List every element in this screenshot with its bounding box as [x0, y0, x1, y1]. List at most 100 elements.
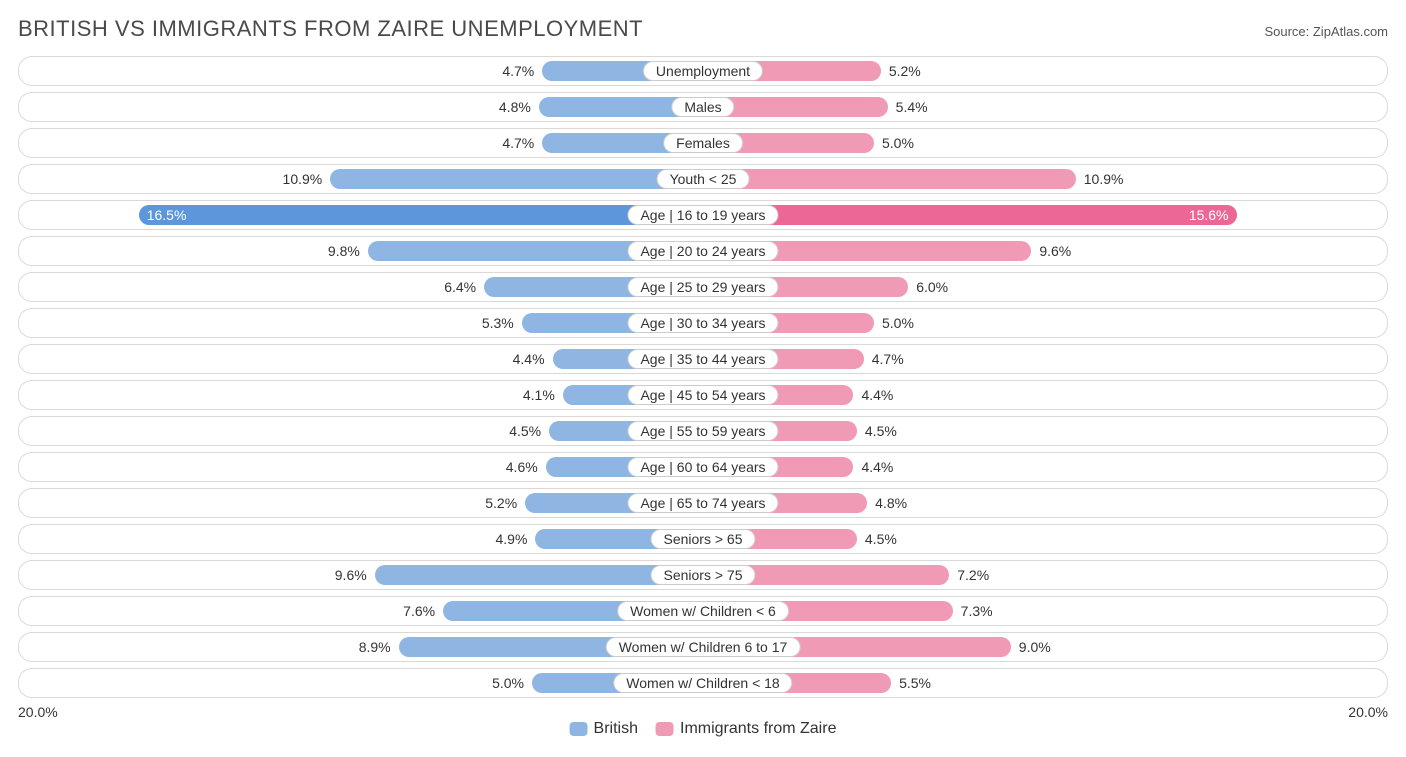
source-label: Source: ZipAtlas.com: [1264, 24, 1388, 39]
category-pill: Seniors > 75: [651, 565, 756, 585]
row-left-half: 9.6%: [19, 561, 703, 589]
value-right: 4.4%: [853, 385, 901, 405]
value-right: 5.5%: [891, 673, 939, 693]
row-left-half: 5.0%: [19, 669, 703, 697]
row-left-half: 5.3%: [19, 309, 703, 337]
bar-left: [330, 169, 703, 189]
row-left-half: 10.9%: [19, 165, 703, 193]
value-right: 7.3%: [953, 601, 1001, 621]
category-pill: Age | 35 to 44 years: [627, 349, 778, 369]
row-right-half: 6.0%: [703, 273, 1387, 301]
chart-row: 5.0% 5.5% Women w/ Children < 18: [18, 668, 1388, 698]
axis-right-max: 20.0%: [703, 704, 1388, 720]
bar-right: 15.6%: [703, 205, 1237, 225]
value-left: 4.7%: [494, 61, 542, 81]
category-pill: Seniors > 65: [651, 529, 756, 549]
chart-row: 5.2% 4.8%Age | 65 to 74 years: [18, 488, 1388, 518]
category-pill: Age | 30 to 34 years: [627, 313, 778, 333]
row-left-half: 4.7%: [19, 57, 703, 85]
value-left: 4.8%: [491, 97, 539, 117]
category-pill: Unemployment: [643, 61, 763, 81]
value-right: 6.0%: [908, 277, 956, 297]
chart-footer: 20.0% 20.0% British Immigrants from Zair…: [18, 704, 1388, 726]
category-pill: Age | 65 to 74 years: [627, 493, 778, 513]
row-right-half: 5.0%: [703, 309, 1387, 337]
value-right: 5.4%: [888, 97, 936, 117]
category-pill: Age | 20 to 24 years: [627, 241, 778, 261]
chart-row: 9.6% 7.2% Seniors > 75: [18, 560, 1388, 590]
category-pill: Males: [671, 97, 734, 117]
chart-row: 9.8% 9.6%Age | 20 to 24 years: [18, 236, 1388, 266]
chart-row: 4.6% 4.4% Age | 60 to 64 years: [18, 452, 1388, 482]
value-right: 7.2%: [949, 565, 997, 585]
row-right-half: 9.0%: [703, 633, 1387, 661]
category-pill: Age | 55 to 59 years: [627, 421, 778, 441]
legend-item-right: Immigrants from Zaire: [656, 720, 836, 738]
row-left-half: 7.6%: [19, 597, 703, 625]
category-pill: Age | 60 to 64 years: [627, 457, 778, 477]
value-left: 4.6%: [498, 457, 546, 477]
row-right-half: 7.3%: [703, 597, 1387, 625]
value-left: 4.5%: [501, 421, 549, 441]
axis-left-max: 20.0%: [18, 704, 703, 720]
value-left: 5.2%: [477, 493, 525, 513]
value-right: 4.4%: [853, 457, 901, 477]
value-right: 10.9%: [1076, 169, 1132, 189]
chart-header: BRITISH VS IMMIGRANTS FROM ZAIRE UNEMPLO…: [18, 16, 1388, 42]
row-right-half: 4.4%: [703, 453, 1387, 481]
value-left: 9.6%: [327, 565, 375, 585]
row-left-half: 4.7%: [19, 129, 703, 157]
row-right-half: 9.6%: [703, 237, 1387, 265]
chart-row: 6.4%6.0%Age | 25 to 29 years: [18, 272, 1388, 302]
row-right-half: 7.2%: [703, 561, 1387, 589]
value-left: 4.1%: [515, 385, 563, 405]
value-left: 7.6%: [395, 601, 443, 621]
category-pill: Females: [663, 133, 743, 153]
value-left: 5.0%: [484, 673, 532, 693]
row-left-half: 9.8%: [19, 237, 703, 265]
legend-swatch-right: [656, 722, 674, 736]
value-right: 5.2%: [881, 61, 929, 81]
chart-row: 10.9%10.9%Youth < 25: [18, 164, 1388, 194]
value-left: 10.9%: [275, 169, 331, 189]
row-right-half: 10.9%: [703, 165, 1387, 193]
chart-row: 5.3% 5.0% Age | 30 to 34 years: [18, 308, 1388, 338]
chart-row: 8.9%9.0%Women w/ Children 6 to 17: [18, 632, 1388, 662]
row-right-half: 5.0%: [703, 129, 1387, 157]
value-left: 4.4%: [505, 349, 553, 369]
row-right-half: 4.7%: [703, 345, 1387, 373]
value-right: 4.5%: [857, 421, 905, 441]
row-right-half: 5.4%: [703, 93, 1387, 121]
row-left-half: 4.4%: [19, 345, 703, 373]
value-right: 15.6%: [1181, 205, 1237, 225]
chart-title: BRITISH VS IMMIGRANTS FROM ZAIRE UNEMPLO…: [18, 16, 643, 42]
legend-label-right: Immigrants from Zaire: [680, 720, 836, 738]
row-right-half: 5.2%: [703, 57, 1387, 85]
chart-row: 7.6%7.3%Women w/ Children < 6: [18, 596, 1388, 626]
category-pill: Age | 45 to 54 years: [627, 385, 778, 405]
butterfly-chart: 4.7% 5.2% Unemployment 4.8% 5.4% Males 4.7% 5.0…: [18, 56, 1388, 698]
value-left: 4.9%: [488, 529, 536, 549]
category-pill: Women w/ Children < 18: [613, 673, 792, 693]
row-right-half: 4.4%: [703, 381, 1387, 409]
value-right: 4.5%: [857, 529, 905, 549]
value-left: 4.7%: [494, 133, 542, 153]
legend-swatch-left: [570, 722, 588, 736]
bar-right: [703, 169, 1076, 189]
value-left: 5.3%: [474, 313, 522, 333]
category-pill: Age | 16 to 19 years: [627, 205, 778, 225]
chart-row: 4.7% 5.0%Females: [18, 128, 1388, 158]
row-left-half: 5.2%: [19, 489, 703, 517]
row-right-half: 4.8%: [703, 489, 1387, 517]
chart-row: 4.8% 5.4% Males: [18, 92, 1388, 122]
chart-row: 4.7% 5.2% Unemployment: [18, 56, 1388, 86]
row-right-half: 5.5%: [703, 669, 1387, 697]
row-left-half: 4.8%: [19, 93, 703, 121]
value-left: 8.9%: [351, 637, 399, 657]
row-left-half: 4.9%: [19, 525, 703, 553]
value-left: 6.4%: [436, 277, 484, 297]
row-left-half: 6.4%: [19, 273, 703, 301]
row-right-half: 4.5%: [703, 417, 1387, 445]
value-left: 9.8%: [320, 241, 368, 261]
value-right: 5.0%: [874, 313, 922, 333]
